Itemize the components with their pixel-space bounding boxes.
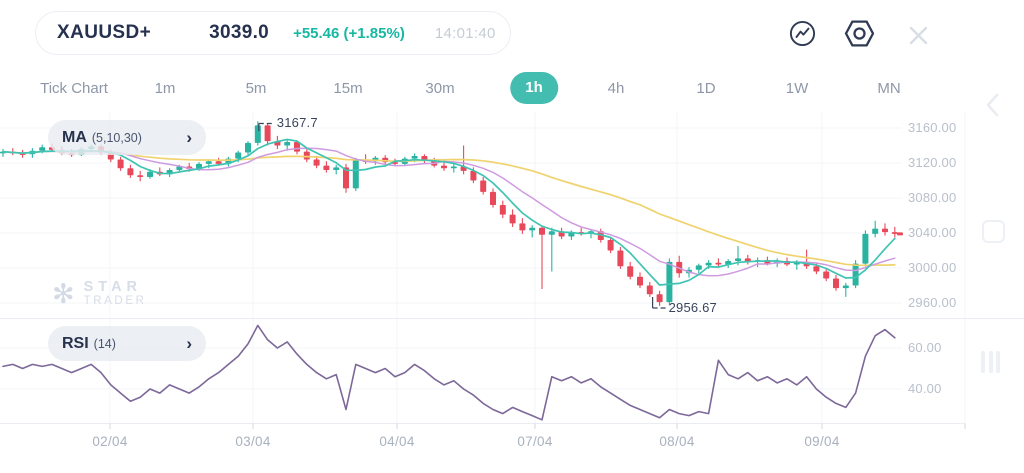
price-axis-label: 3160.00 — [908, 120, 957, 135]
tab-tick-chart[interactable]: Tick Chart — [40, 80, 108, 97]
chevron-right-icon: › — [186, 334, 192, 353]
price-axis-label: 3120.00 — [908, 155, 957, 170]
date-axis-label: 03/04 — [235, 434, 271, 449]
collapse-panel-icon[interactable] — [983, 92, 1001, 123]
price-axis-label: 3000.00 — [908, 260, 957, 275]
rsi-axis-label: 60.00 — [908, 340, 942, 355]
rsi-label: RSI — [62, 334, 89, 352]
date-axis-label: 08/04 — [659, 434, 695, 449]
tab-30m[interactable]: 30m — [425, 80, 455, 97]
ma-params: (5,10,30) — [91, 130, 142, 145]
tab-1w[interactable]: 1W — [785, 80, 809, 97]
server-time: 14:01:40 — [434, 24, 496, 42]
rsi-params: (14) — [93, 336, 116, 351]
high-price-annotation: 3167.7 — [276, 115, 318, 130]
date-axis-label: 09/04 — [804, 434, 840, 449]
ma-label: MA — [62, 128, 87, 146]
price-axis-label: 2960.00 — [908, 295, 957, 310]
price-change: +55.46 (+1.85%) — [293, 24, 405, 42]
tab-mn[interactable]: MN — [877, 80, 901, 97]
close-icon[interactable] — [905, 22, 932, 54]
tab-5m[interactable]: 5m — [245, 80, 267, 97]
low-price-annotation: 2956.67 — [668, 300, 717, 315]
fullscreen-panel-icon[interactable] — [982, 220, 1005, 243]
symbol-name: XAUUSD+ — [57, 22, 152, 43]
tab-15m[interactable]: 15m — [333, 80, 363, 97]
watermark: ✻ STAR TRADER — [52, 280, 147, 308]
watermark-line1: STAR — [83, 279, 143, 295]
trend-line-icon[interactable] — [789, 20, 816, 52]
date-axis-label: 04/04 — [379, 434, 415, 449]
panel-resize-grip-icon[interactable] — [981, 351, 1004, 373]
tab-1m[interactable]: 1m — [154, 80, 176, 97]
tab-1h[interactable]: 1h — [510, 72, 558, 104]
current-price: 3039.0 — [209, 22, 270, 43]
date-axis-label: 07/04 — [517, 434, 553, 449]
price-axis-label: 3040.00 — [908, 225, 957, 240]
rsi-indicator-button[interactable]: RSI (14) › — [48, 326, 206, 361]
tab-1d[interactable]: 1D — [696, 80, 716, 97]
chevron-right-icon: › — [186, 128, 192, 147]
settings-gear-icon[interactable] — [843, 18, 876, 54]
star-logo-icon: ✻ — [52, 278, 75, 309]
watermark-line2: TRADER — [83, 295, 147, 307]
ma-indicator-button[interactable]: MA (5,10,30) › — [48, 120, 206, 155]
date-axis-label: 02/04 — [92, 434, 128, 449]
rsi-axis-label: 40.00 — [908, 381, 942, 396]
tab-4h[interactable]: 4h — [607, 80, 625, 97]
price-axis-label: 3080.00 — [908, 190, 957, 205]
symbol-summary-pill[interactable]: XAUUSD+ 3039.0 +55.46 (+1.85%) 14:01:40 — [35, 11, 511, 55]
